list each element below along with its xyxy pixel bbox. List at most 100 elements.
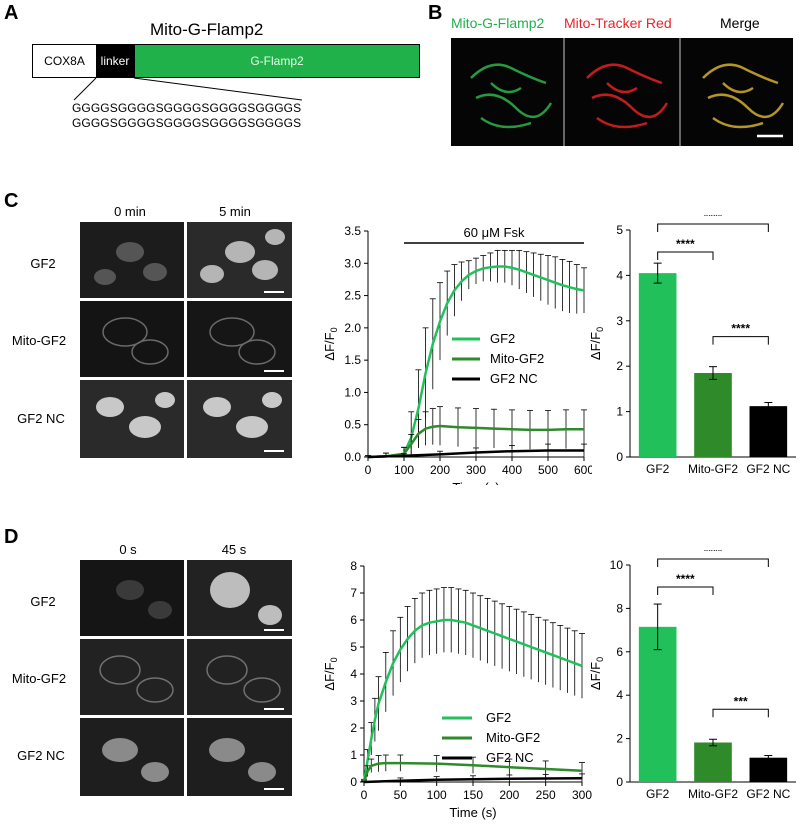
x-tick-label: 100 [394,463,414,477]
x-axis-label: Time (s) [449,805,496,820]
significance-bracket [657,586,714,595]
d-row-label-2: GF2 NC [17,748,65,763]
bar-category-label: GF2 NC [746,787,790,801]
significance-bracket [657,251,714,260]
y-tick-label: 10 [610,558,624,572]
series-line-2 [363,776,583,784]
y-tick-label: 0 [616,450,623,464]
d-row-label-1: Mito-GF2 [11,671,67,686]
bar-2 [749,406,788,457]
x-axis-label: Time (s) [452,480,499,485]
x-tick-label: 250 [536,788,556,802]
series-line-1 [362,761,583,783]
linker-segment: linker [96,44,134,78]
c-micrograph-grid [80,222,292,458]
d-col-label-1: 45 s [221,542,247,557]
y-tick-label: 4 [616,688,623,702]
y-tick-label: 4 [350,667,357,681]
channel-label-green: Mito-G-Flamp2 [451,15,545,31]
series-line-2 [367,449,584,459]
significance-label: **** [704,550,723,558]
gflamp2-label: G-Flamp2 [250,54,304,68]
legend-label-2: GF2 NC [486,750,534,765]
y-tick-label: 2.5 [344,289,361,303]
x-tick-label: 200 [430,463,450,477]
y-tick-label: 0 [350,775,357,789]
y-tick-label: 1 [616,405,623,419]
significance-bracket [712,336,769,345]
y-tick-label: 3 [616,314,623,328]
y-tick-label: 6 [350,613,357,627]
bar-1 [694,373,732,457]
d-timecourse-chart: 0 1 2 3 4 5 6 7 8 0 50 100 150 200 250 300 Time (s) ΔF/F0… [322,559,592,820]
bar-category-label: Mito-GF2 [688,462,738,476]
d-micrograph-grid [80,560,292,796]
significance-label: **** [676,237,695,251]
c-col-label-0: 0 min [114,204,146,219]
x-tick-label: 50 [394,788,408,802]
legend-label-1: Mito-GF2 [490,351,544,366]
x-tick-label: 500 [538,463,558,477]
legend-label-0: GF2 [490,331,515,346]
y-tick-label: 5 [616,223,623,237]
treatment-label: 60 μM Fsk [464,225,525,240]
panel-label-d: D [4,526,19,548]
cox8a-segment: COX8A [32,44,97,78]
x-tick-label: 0 [361,788,368,802]
legend-label-0: GF2 [486,710,511,725]
y-tick-label: 2 [350,721,357,735]
y-tick-label: 8 [616,601,623,615]
x-tick-label: 400 [502,463,522,477]
cox8a-label: COX8A [44,54,85,68]
y-tick-label: 3.0 [344,256,361,270]
y-tick-label: 1 [350,748,357,762]
bar-category-label: GF2 [646,787,670,801]
linker-sequence-1: GGGGSGGGGSGGGGSGGGGSGGGGS [72,101,302,115]
significance-bracket [712,708,769,718]
bar-1 [694,742,732,782]
gflamp2-segment: G-Flamp2 [134,44,420,78]
c-timecourse-chart: 0.0 0.5 1.0 1.5 2.0 2.5 3.0 3.5 0 100 200 300 400 500… [322,224,592,485]
y-axis-label: ΔF/F0 [590,327,605,360]
y-tick-label: 2 [616,359,623,373]
construct-diagram: COX8A linker G-Flamp2 [32,44,420,78]
x-tick-label: 300 [572,788,592,802]
x-tick-label: 600 [574,463,592,477]
series-line-1 [367,424,584,459]
c-col-label-1: 5 min [219,204,251,219]
y-tick-label: 3 [350,694,357,708]
significance-bracket [657,558,769,567]
green-mito-image [470,63,553,129]
legend-label-1: Mito-GF2 [486,730,540,745]
y-tick-label: 6 [616,645,623,659]
linker-label: linker [100,54,130,68]
y-axis-label: ΔF/F0 [322,327,339,360]
panel-label-b: B [428,2,443,24]
y-tick-label: 0.0 [344,450,361,464]
x-tick-label: 300 [466,463,486,477]
x-tick-label: 0 [365,463,372,477]
series-line-0 [367,265,585,459]
y-tick-label: 2.0 [344,321,361,335]
bar-category-label: GF2 NC [746,462,790,476]
panel-label-c: C [4,190,19,212]
channel-label-red: Mito-Tracker Red [564,15,672,31]
bar-0 [638,273,677,457]
bar-category-label: GF2 [646,462,670,476]
x-tick-label: 200 [499,788,519,802]
linker-expansion-lines [73,77,303,101]
merge-mito-image [702,63,785,129]
y-tick-label: 0.5 [344,418,361,432]
bar-2 [749,757,788,782]
x-tick-label: 100 [427,788,447,802]
y-tick-label: 8 [350,559,357,573]
significance-bracket [657,223,769,232]
significance-label: *** [734,694,748,708]
series-line-0 [362,618,583,783]
significance-label: **** [704,215,723,223]
bar-0 [638,626,677,782]
y-tick-label: 5 [350,640,357,654]
c-row-label-2: GF2 NC [17,411,65,426]
legend-label-2: GF2 NC [490,371,538,386]
